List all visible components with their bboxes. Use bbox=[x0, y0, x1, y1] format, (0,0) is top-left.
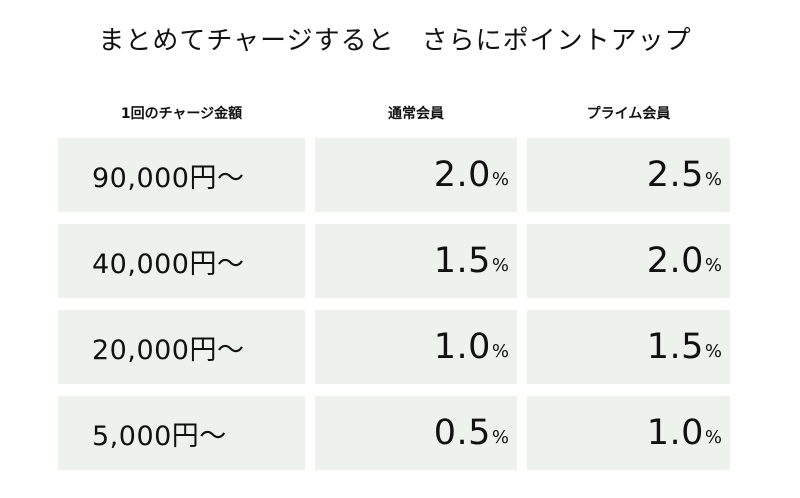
prime-rate-cell: 1.0% bbox=[527, 396, 730, 470]
prime-rate-cell: 1.5% bbox=[527, 310, 730, 384]
percent-unit: % bbox=[704, 426, 722, 448]
table-header: 1回のチャージ金額 通常会員 プライム会員 bbox=[58, 103, 730, 127]
percent-unit: % bbox=[491, 168, 509, 190]
percent-unit: % bbox=[704, 340, 722, 362]
regular-rate: 1.0 bbox=[433, 327, 491, 367]
prime-rate-cell: 2.5% bbox=[527, 138, 730, 212]
regular-rate: 2.0 bbox=[433, 155, 491, 195]
regular-rate-cell: 1.0% bbox=[315, 310, 517, 384]
table-row: 20,000円〜 1.0% 1.5% bbox=[58, 310, 730, 384]
charge-amount-cell: 40,000円〜 bbox=[58, 224, 305, 298]
charge-amount: 40,000円〜 bbox=[92, 248, 245, 280]
regular-rate-cell: 2.0% bbox=[315, 138, 517, 212]
charge-amount-cell: 90,000円〜 bbox=[58, 138, 305, 212]
regular-rate: 0.5 bbox=[433, 413, 491, 453]
charge-amount: 20,000円〜 bbox=[92, 334, 245, 366]
prime-rate: 2.0 bbox=[646, 241, 704, 281]
table-row: 90,000円〜 2.0% 2.5% bbox=[58, 138, 730, 212]
table-row: 5,000円〜 0.5% 1.0% bbox=[58, 396, 730, 470]
percent-unit: % bbox=[491, 254, 509, 276]
percent-unit: % bbox=[704, 168, 722, 190]
charge-amount: 5,000円〜 bbox=[92, 420, 227, 452]
header-prime-member: プライム会員 bbox=[586, 106, 671, 122]
percent-unit: % bbox=[491, 426, 509, 448]
percent-unit: % bbox=[491, 340, 509, 362]
charge-amount: 90,000円〜 bbox=[92, 162, 245, 194]
header-regular-member: 通常会員 bbox=[388, 106, 444, 122]
regular-rate-cell: 1.5% bbox=[315, 224, 517, 298]
table-row: 40,000円〜 1.5% 2.0% bbox=[58, 224, 730, 298]
prime-rate: 1.5 bbox=[646, 327, 704, 367]
prime-rate: 2.5 bbox=[646, 155, 704, 195]
rate-table: 90,000円〜 2.0% 2.5% 40,000円〜 1.5% 2.0% 20… bbox=[58, 138, 730, 482]
percent-unit: % bbox=[704, 254, 722, 276]
header-charge-amount: 1回のチャージ金額 bbox=[120, 106, 243, 122]
regular-rate-cell: 0.5% bbox=[315, 396, 517, 470]
page-title: まとめてチャージすると さらにポイントアップ bbox=[98, 26, 692, 56]
charge-amount-cell: 20,000円〜 bbox=[58, 310, 305, 384]
regular-rate: 1.5 bbox=[433, 241, 491, 281]
prime-rate: 1.0 bbox=[646, 413, 704, 453]
charge-amount-cell: 5,000円〜 bbox=[58, 396, 305, 470]
prime-rate-cell: 2.0% bbox=[527, 224, 730, 298]
